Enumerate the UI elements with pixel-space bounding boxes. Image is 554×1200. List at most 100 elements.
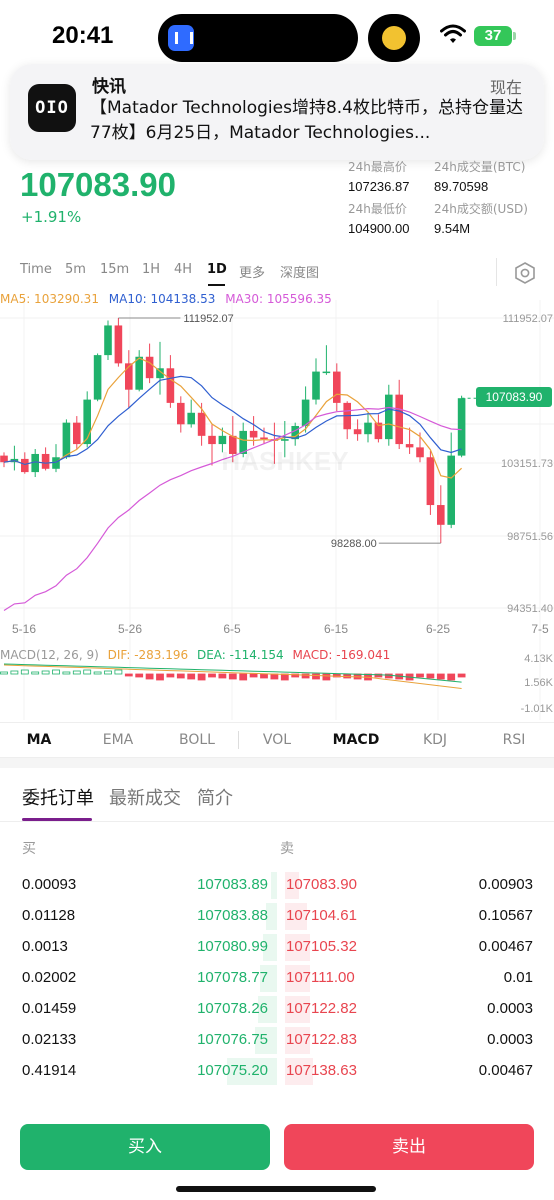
candle-down [145, 356, 154, 379]
stat-label: 24h最低价 [348, 202, 407, 216]
ma30-line [3, 406, 462, 612]
indicator-ma[interactable]: MA [26, 732, 52, 748]
stat-low: 24h最低价 104900.00 [348, 200, 448, 236]
macd-histogram-bar [301, 673, 310, 679]
macd-histogram-bar [228, 673, 237, 680]
macd-histogram-bar [176, 673, 185, 679]
stat-label: 24h成交量(BTC) [434, 160, 526, 174]
macd-params: MACD(12, 26, 9) [0, 648, 99, 662]
x-axis-tick-label: 6-15 [324, 622, 348, 636]
buy-button[interactable]: 买入 [20, 1124, 270, 1170]
orderbook-row[interactable]: 0.0013 107080.99 107105.32 0.00467 [0, 932, 554, 963]
settings-hexagon-icon[interactable] [514, 262, 536, 284]
notification-banner[interactable]: OIO 快讯 现在 【Matador Technologies增持8.4枚比特币… [10, 64, 544, 160]
indicator-kdj[interactable]: KDJ [422, 732, 448, 748]
candle-up [447, 455, 455, 525]
indicator-boll[interactable]: BOLL [179, 732, 215, 748]
candle-up [104, 325, 112, 356]
bid-depth-bar [258, 996, 277, 1023]
candle-up [457, 398, 466, 456]
tab-more[interactable]: 更多 [239, 266, 266, 281]
dea-line [3, 663, 462, 683]
tab-5m[interactable]: 5m [65, 262, 86, 277]
x-axis-tick-label: 5-26 [118, 622, 142, 636]
bid-price: 107078.77 [197, 969, 268, 986]
divider [238, 731, 239, 749]
indicator-vol[interactable]: VOL [262, 732, 292, 748]
home-indicator[interactable] [176, 1186, 376, 1192]
tab-time[interactable]: Time [20, 262, 52, 277]
orderbook-row[interactable]: 0.01459 107078.26 107122.82 0.0003 [0, 994, 554, 1025]
max-price-annotation: 111952.07 [183, 313, 233, 325]
candle-down [21, 458, 29, 473]
x-axis-tick-label: 6-25 [426, 622, 450, 636]
candle-down [333, 371, 341, 403]
live-activity-bubble[interactable] [368, 14, 420, 62]
y-axis-tick-label: 103151.73 [501, 458, 553, 470]
tab-4h[interactable]: 4H [174, 262, 193, 277]
stat-volume: 24h成交量(BTC) 89.70598 [434, 158, 534, 194]
ma-legend: MA5: 103290.31 MA10: 104138.53 MA30: 105… [0, 292, 338, 306]
dea-legend: DEA: -114.154 [196, 648, 284, 662]
stat-label: 24h最高价 [348, 160, 407, 174]
candle-down [416, 447, 424, 458]
bid-depth-bar [263, 934, 277, 961]
notification-app-name: 快讯 [92, 77, 126, 97]
tab-latest-trades[interactable]: 最新成交 [109, 788, 181, 809]
ask-price: 107122.83 [286, 1031, 357, 1048]
ask-depth-bar [285, 1027, 310, 1054]
macd-histogram-bar [41, 670, 50, 675]
candlestick-chart[interactable]: 111952.07 103151.73 98751.56 94351.40 5-16 5-… [0, 300, 554, 720]
macd-value-legend: MACD: -169.041 [292, 648, 391, 662]
indicator-rsi[interactable]: RSI [502, 732, 526, 748]
macd-legend: MACD(12, 26, 9) DIF: -283.196 DEA: -114.… [0, 648, 395, 662]
tab-depth-chart[interactable]: 深度图 [280, 266, 320, 281]
orderbook-row[interactable]: 0.00093 107083.89 107083.90 0.00903 [0, 870, 554, 901]
orderbook-row[interactable]: 0.02133 107076.75 107122.83 0.0003 [0, 1025, 554, 1056]
indicator-ema[interactable]: EMA [102, 732, 134, 748]
tab-orders[interactable]: 委托订单 [22, 788, 94, 809]
macd-histogram-bar [187, 673, 196, 680]
macd-histogram-bar [114, 669, 123, 675]
macd-histogram-bar [104, 670, 112, 675]
tab-15m[interactable]: 15m [100, 262, 130, 277]
ask-depth-bar [285, 934, 310, 961]
macd-histogram-bar [135, 673, 144, 678]
tab-1h[interactable]: 1H [142, 262, 161, 277]
ma10-legend: MA10: 104138.53 [108, 292, 216, 306]
last-price: 107083.90 [20, 166, 176, 203]
ask-quantity: 0.00467 [478, 1062, 533, 1079]
stat-value: 9.54M [434, 221, 471, 236]
macd-histogram-bar [166, 673, 175, 678]
dynamic-island[interactable] [158, 14, 358, 62]
notification-body: 【Matador Technologies增持8.4枚比特币，总持仓量达77枚】… [90, 98, 523, 143]
macd-histogram-bar [291, 673, 300, 678]
macd-histogram-bar [52, 669, 60, 675]
macd-histogram-bar [124, 673, 133, 677]
ask-quantity: 0.10567 [478, 907, 533, 924]
candle-down [197, 412, 206, 436]
orderbook-row[interactable]: 0.02002 107078.77 107111.00 0.01 [0, 963, 554, 994]
indicator-macd[interactable]: MACD [332, 732, 380, 748]
macd-histogram-bar [208, 673, 216, 678]
candle-down [0, 455, 8, 463]
sell-button[interactable]: 卖出 [284, 1124, 534, 1170]
candle-up [93, 355, 102, 400]
macd-histogram-bar [93, 671, 102, 675]
bid-quantity: 0.01128 [22, 907, 76, 924]
orderbook-row[interactable]: 0.01128 107083.88 107104.61 0.10567 [0, 901, 554, 932]
orderbook-row[interactable]: 0.41914 107075.20 107138.63 0.00467 [0, 1056, 554, 1087]
candle-up [135, 356, 143, 390]
candle-up [281, 439, 289, 441]
candle-up [218, 435, 227, 445]
dif-line [3, 664, 462, 689]
bid-price: 107078.26 [197, 1000, 268, 1017]
macd-histogram-bar [374, 673, 383, 678]
section-gap [0, 758, 554, 768]
tab-intro[interactable]: 简介 [197, 788, 233, 809]
battery-icon: 37 [474, 26, 516, 46]
candle-down [166, 368, 175, 403]
candle-up [62, 422, 71, 458]
tab-1d[interactable]: 1D [207, 262, 227, 277]
macd-histogram-bar [436, 673, 445, 680]
